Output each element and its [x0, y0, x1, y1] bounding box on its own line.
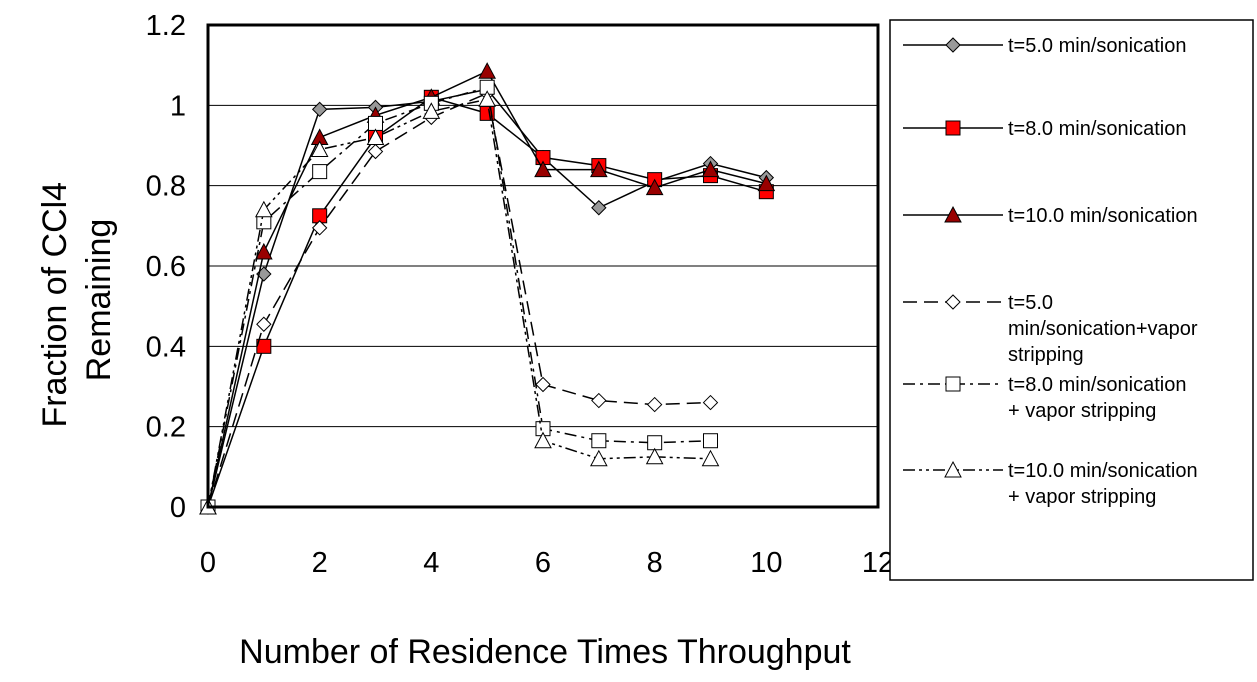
legend-label-4-line-3: stripping: [1008, 344, 1084, 366]
series-6-point-2: [310, 140, 329, 158]
series-4-line: [207, 92, 711, 508]
series-4-point-7: [591, 392, 607, 409]
x-tick-label-3: 6: [535, 547, 551, 579]
legend-label-4-line-1: t=5.0: [1008, 292, 1053, 314]
series-6-point-3: [366, 128, 385, 145]
legend-marker-2: [945, 120, 961, 136]
y-tick-label-0: 0: [170, 492, 186, 524]
y-axis-title-line-1: Fraction of CCl4: [36, 182, 74, 428]
legend-label-5-line-2: + vapor stripping: [1008, 400, 1156, 422]
y-tick-label-6: 1.2: [146, 10, 186, 42]
series-5-point-2: [312, 164, 328, 180]
legend-label-3-line-1: t=10.0 min/sonication: [1008, 205, 1198, 227]
series-4-point-1: [256, 316, 272, 332]
x-tick-label-6: 12: [862, 547, 894, 579]
legend-marker-3: [944, 205, 962, 223]
legend-entry-1: t=5.0 min/sonication: [903, 35, 1186, 57]
legend-marker-1: [945, 37, 961, 53]
y-tick-label-3: 0.6: [146, 251, 186, 283]
series-1-point-2: [311, 101, 328, 118]
legend-label-2-line-1: t=8.0 min/sonication: [1008, 118, 1186, 140]
y-tick-label-2: 0.4: [146, 331, 186, 363]
x-tick-label-2: 4: [423, 547, 439, 579]
series-3-point-6: [534, 160, 552, 178]
y-axis-title: Fraction of CCl4 Remaining: [36, 172, 118, 427]
gridlines: [208, 104, 878, 428]
x-tick-label-0: 0: [200, 547, 216, 579]
legend: t=5.0 min/sonication t=8.0 min/sonication…: [889, 19, 1254, 581]
legend-marker-6: [944, 460, 962, 478]
legend-marker-5: [945, 376, 961, 392]
x-tick-label-1: 2: [312, 547, 328, 579]
legend-entry-2: t=8.0 min/sonication: [903, 118, 1186, 140]
series-4-point-9: [702, 394, 719, 411]
series-3-point-8: [645, 178, 664, 196]
legend-entry-5: t=8.0 min/sonication + vapor stripping: [903, 374, 1186, 422]
series-4-point-8: [646, 396, 663, 413]
series-6-point-5: [478, 90, 496, 107]
x-tick-label-4: 8: [647, 547, 663, 579]
series-layer: [199, 62, 776, 515]
series-5-point-9: [703, 433, 718, 449]
series-6-point-9: [701, 449, 720, 467]
series-3-point-9: [701, 160, 720, 178]
legend-entry-3: t=10.0 min/sonication: [903, 205, 1198, 227]
legend-label-6-line-2: + vapor stripping: [1008, 486, 1156, 508]
series-4-point-2: [311, 220, 328, 236]
series-4-point-3: [367, 143, 384, 160]
series-3-point-7: [589, 160, 608, 178]
series-6-point-4: [422, 102, 441, 119]
series-1-point-7: [591, 200, 607, 216]
y-tick-label-1: 0.2: [146, 412, 186, 444]
legend-label-5-line-1: t=8.0 min/sonication: [1008, 374, 1186, 396]
series-3-point-5: [478, 62, 496, 79]
series-3-point-1: [254, 242, 273, 260]
series-6-point-7: [589, 449, 608, 467]
series-6-point-8: [645, 447, 664, 465]
plot-frame: [206, 23, 880, 509]
x-axis-title: Number of Residence Times Throughput: [239, 633, 851, 671]
legend-label-1-line-1: t=5.0 min/sonication: [1008, 35, 1186, 57]
series-4-point-6: [535, 376, 551, 393]
series-2-point-1: [256, 338, 272, 354]
legend-label-6-line-1: t=10.0 min/sonication: [1008, 460, 1198, 482]
y-tick-label-5: 1: [170, 90, 186, 122]
legend-label-4-line-2: min/sonication+vapor: [1008, 318, 1198, 340]
series-6-point-6: [534, 431, 552, 449]
series-5-point-3: [368, 115, 383, 131]
series-3-point-10: [757, 174, 776, 192]
x-tick-label-5: 10: [750, 547, 782, 579]
series-6: [199, 90, 720, 515]
legend-marker-4: [945, 294, 961, 310]
y-tick-label-4: 0.8: [146, 171, 186, 203]
legend-entry-6: t=10.0 min/sonication + vapor stripping: [903, 460, 1198, 508]
plot-border: [206, 23, 880, 509]
series-5-point-8: [647, 435, 663, 451]
series-6-point-1: [254, 200, 273, 218]
tick-labels: 0 2 4 6 8 10 12 0 0.2 0.4 0.6 0.8 1 1.2: [146, 10, 894, 579]
series-5-line: [207, 86, 711, 508]
legend-entry-4: t=5.0 min/sonication+vapor stripping: [903, 292, 1198, 366]
series-6-line: [207, 98, 711, 508]
y-axis-title-line-2: Remaining: [80, 219, 118, 382]
series-5-point-7: [591, 433, 607, 449]
